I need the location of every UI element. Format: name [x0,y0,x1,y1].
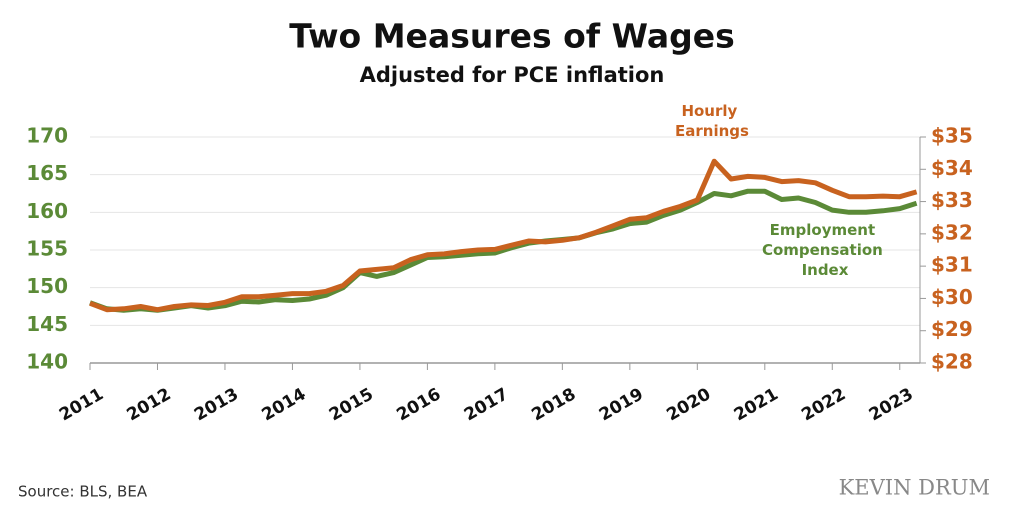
data-line [89,188,918,313]
y2-tick-label: $28 [931,350,973,374]
y-tick-label: 155 [26,237,68,261]
y-tick-label: 150 [26,274,68,298]
y-tick-label: 140 [26,350,68,374]
y2-tick-label: $33 [931,188,973,212]
y2-tick-label: $34 [931,156,973,180]
y2-tick-label: $35 [931,124,973,148]
y-tick-label: 160 [26,199,68,223]
y2-tick-label: $31 [931,253,973,277]
chart-title: Two Measures of Wages [289,17,735,56]
y2-tick-label: $32 [931,220,973,244]
data-line [89,158,918,313]
y-tick-label: 145 [26,312,68,336]
watermark: KEVIN DRUM [839,476,990,500]
y-tick-label: 165 [26,161,68,185]
chart-subtitle: Adjusted for PCE inflation [360,63,665,87]
y2-tick-label: $29 [931,317,973,341]
y2-tick-label: $30 [931,285,973,309]
series-label: Employment Compensation Index [762,221,888,279]
source: Source: BLS, BEA [18,483,148,501]
y-tick-label: 170 [26,124,68,148]
series-label: Hourly Earnings [675,102,749,140]
